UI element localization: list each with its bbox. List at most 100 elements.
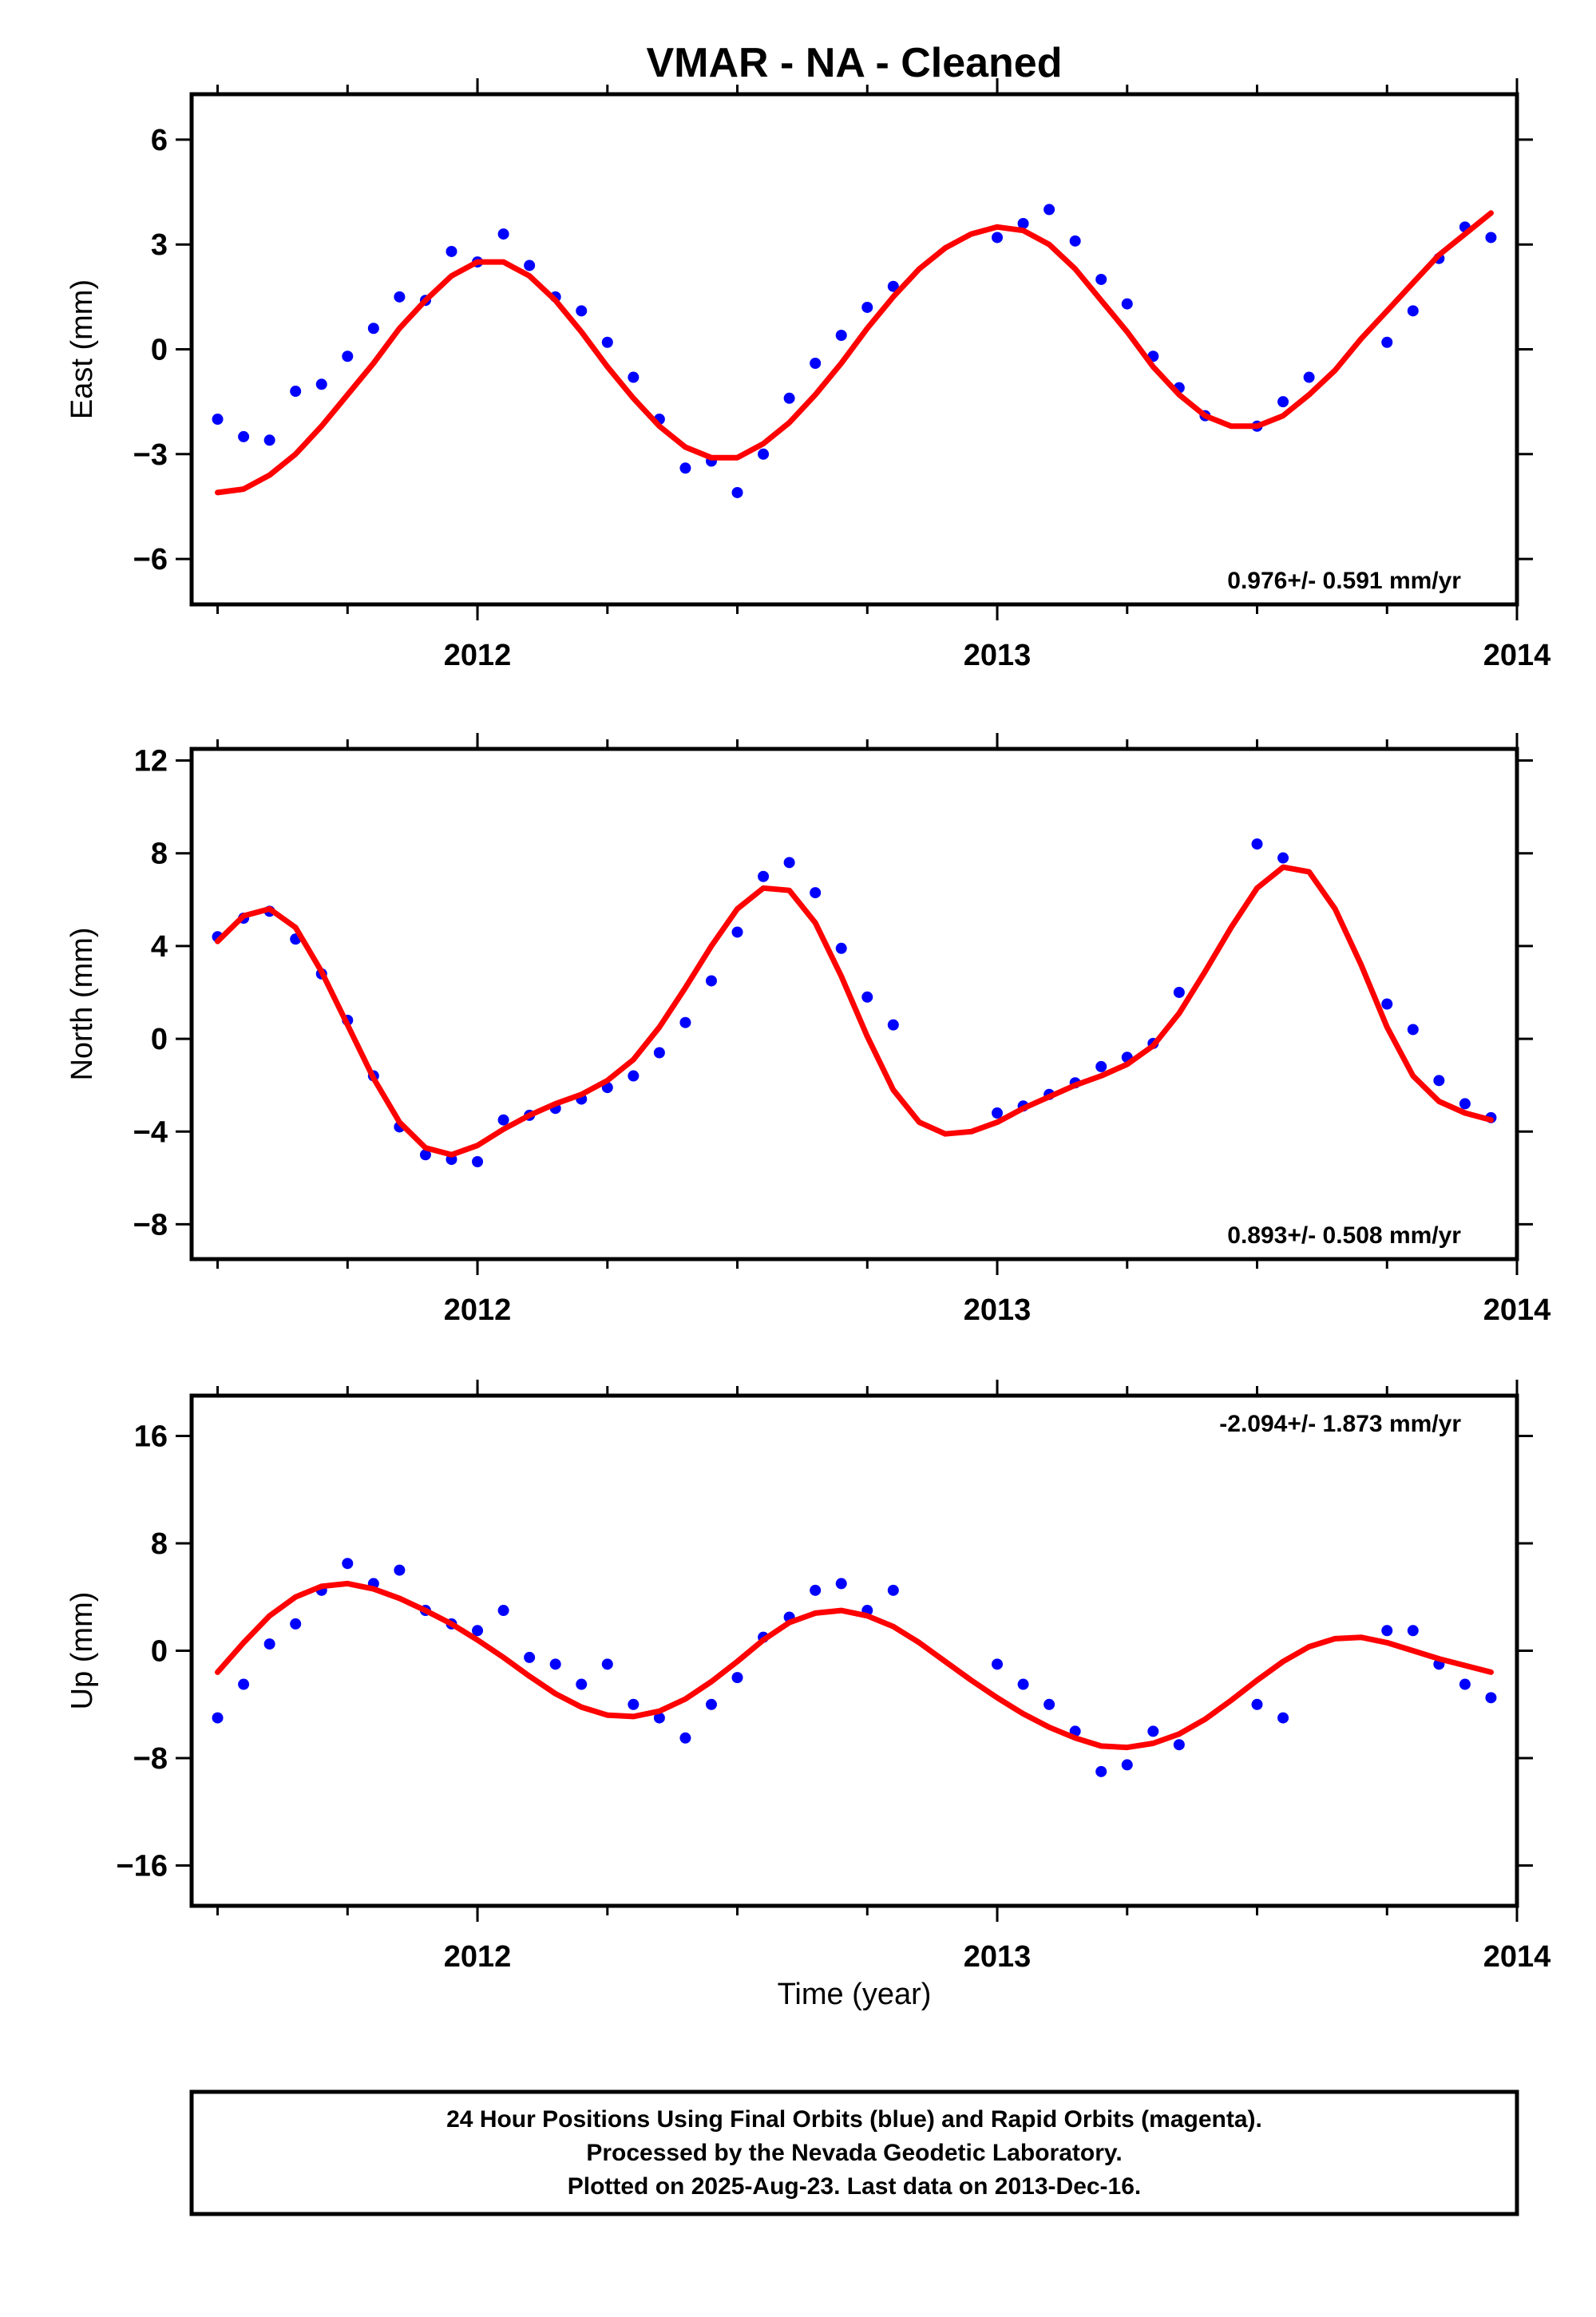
north-y-tick-label: 0 <box>151 1023 168 1056</box>
east-data-point <box>628 371 640 383</box>
east-data-point <box>1017 217 1029 229</box>
east-rate-label: 0.976+/- 0.591 mm/yr <box>1227 568 1461 594</box>
up-y-tick-label: −8 <box>133 1742 168 1776</box>
east-data-point <box>679 462 691 474</box>
footer-line-3: Plotted on 2025-Aug-23. Last data on 201… <box>568 2173 1142 2200</box>
north-data-point <box>1251 838 1263 850</box>
east-x-tick-label: 2014 <box>1483 639 1551 672</box>
chart-title: VMAR - NA - Cleaned <box>647 40 1063 86</box>
east-data-point <box>1381 336 1393 348</box>
north-data-point <box>731 926 743 938</box>
up-data-point <box>1017 1678 1029 1690</box>
up-y-tick-label: 8 <box>151 1527 168 1561</box>
up-data-point <box>497 1605 509 1617</box>
east-y-tick-label: 3 <box>151 228 168 262</box>
north-data-point <box>758 870 770 882</box>
east-y-axis-label: East (mm) <box>65 279 99 419</box>
up-x-tick-label: 2013 <box>964 1940 1032 1974</box>
east-model-curve <box>215 210 1494 496</box>
north-data-point <box>653 1047 665 1059</box>
east-data-point <box>394 291 406 303</box>
east-y-tick-label: 0 <box>151 334 168 367</box>
up-x-tick-label: 2014 <box>1483 1940 1551 1974</box>
up-data-point <box>992 1658 1004 1670</box>
up-data-point <box>705 1698 717 1710</box>
north-plot-frame <box>189 747 1519 1261</box>
east-data-point <box>1069 235 1081 247</box>
footer-line-1: 24 Hour Positions Using Final Orbits (bl… <box>446 2106 1262 2133</box>
east-x-tick-label: 2013 <box>964 639 1032 672</box>
east-data-point <box>576 305 588 317</box>
up-y-tick-label: −16 <box>117 1850 168 1883</box>
up-y-tick-label: 16 <box>134 1420 168 1453</box>
north-x-tick-label: 2014 <box>1483 1293 1551 1327</box>
east-data-point <box>992 232 1004 244</box>
up-x-tick-label: 2012 <box>444 1940 512 1974</box>
north-data-point <box>472 1156 484 1168</box>
up-data-point <box>238 1678 250 1690</box>
east-data-point <box>1121 298 1133 310</box>
east-data-point <box>810 358 822 370</box>
up-y-tick-label: 0 <box>151 1635 168 1669</box>
up-data-point <box>1147 1725 1159 1737</box>
east-data-point <box>758 448 770 460</box>
up-data-point <box>290 1618 302 1630</box>
east-data-point <box>1044 204 1055 216</box>
east-data-point <box>1407 305 1419 317</box>
up-y-axis-label: Up (mm) <box>65 1592 99 1710</box>
up-data-point <box>1251 1698 1263 1710</box>
east-data-point <box>1277 396 1289 408</box>
north-data-point <box>1433 1075 1445 1087</box>
up-model-curve <box>215 1580 1494 1751</box>
north-data-point <box>679 1016 691 1028</box>
up-data-point <box>1095 1765 1107 1777</box>
north-data-point <box>835 942 847 954</box>
up-data-point <box>731 1672 743 1684</box>
east-data-point <box>290 386 302 398</box>
north-x-tick-label: 2013 <box>964 1293 1032 1327</box>
east-observations <box>212 204 1497 498</box>
up-observations <box>212 1558 1497 1777</box>
north-x-minor-ticks <box>216 739 1519 1269</box>
up-data-point <box>212 1712 224 1724</box>
up-data-point <box>628 1698 640 1710</box>
up-data-point <box>810 1584 822 1596</box>
north-y-tick-label: 12 <box>134 745 168 778</box>
east-y-tick-label: −6 <box>133 543 168 576</box>
north-y-tick-label: 8 <box>151 838 168 871</box>
east-data-point <box>1485 232 1497 244</box>
up-data-point <box>887 1584 899 1596</box>
north-rate-label: 0.893+/- 0.508 mm/yr <box>1227 1222 1461 1249</box>
up-data-point <box>394 1564 406 1576</box>
up-data-point <box>1459 1678 1471 1690</box>
east-data-point <box>497 228 509 240</box>
panel-north: 2012 2013 2014 −8 −4 0 4 8 12 North (mm) 0.893+/- … <box>65 733 1550 1327</box>
east-data-point <box>861 301 873 313</box>
up-data-point <box>1381 1625 1393 1637</box>
footer-line-2: Processed by the Nevada Geodetic Laborat… <box>586 2140 1122 2166</box>
east-data-point <box>1303 371 1315 383</box>
up-plot-frame <box>189 1393 1519 1908</box>
east-data-point <box>367 323 379 335</box>
north-data-point <box>1381 998 1393 1010</box>
north-y-tick-label: −8 <box>133 1208 168 1242</box>
north-y-tick-label: −4 <box>133 1115 168 1149</box>
up-data-point <box>1173 1739 1185 1751</box>
up-data-point <box>472 1625 484 1637</box>
east-data-point <box>731 486 743 498</box>
up-data-point <box>1277 1712 1289 1724</box>
east-data-point <box>263 434 275 446</box>
east-x-minor-ticks <box>216 85 1519 614</box>
east-data-point <box>238 430 250 442</box>
footer-box: 24 Hour Positions Using Final Orbits (bl… <box>189 2089 1519 2216</box>
up-data-point <box>679 1732 691 1744</box>
up-data-point <box>1407 1625 1419 1637</box>
panel-east: 2012 2013 2014 −6 −3 0 3 6 East (mm) 0.976+/- 0.5… <box>65 78 1550 672</box>
east-data-point <box>342 351 354 362</box>
north-data-point <box>705 975 717 987</box>
north-data-point <box>783 857 795 869</box>
east-x-tick-label: 2012 <box>444 639 512 672</box>
north-data-point <box>419 1149 431 1161</box>
up-data-point <box>342 1558 354 1570</box>
